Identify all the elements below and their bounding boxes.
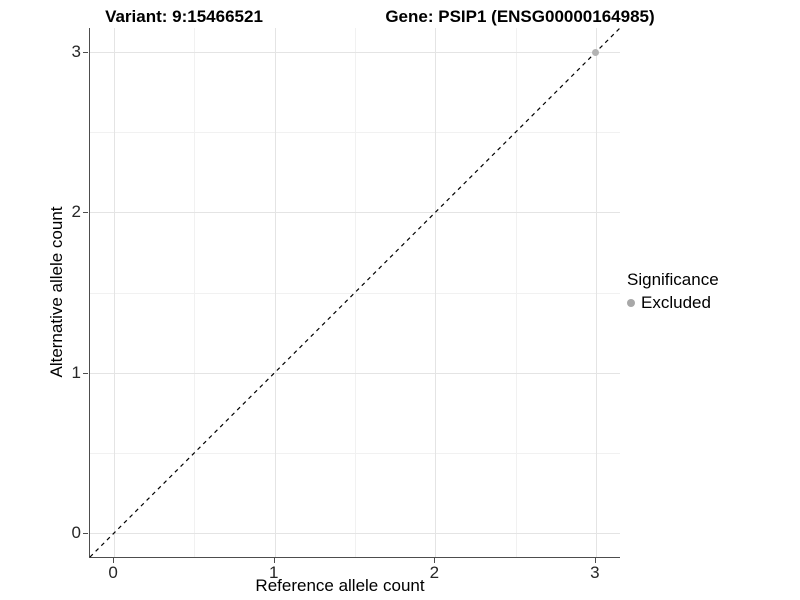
x-tick-label: 0 [108,563,118,582]
x-tick-label: 3 [590,563,600,582]
identity-reference-line [89,27,621,558]
minor-gridline-horizontal [90,452,620,454]
y-axis-title: Alternative allele count [47,206,66,378]
legend-item-excluded: Excluded [627,293,719,313]
x-tick-mark [113,558,115,563]
major-gridline-vertical [274,28,276,557]
major-gridline-horizontal [90,52,620,54]
legend-title: Significance [627,270,719,289]
y-tick-label: 3 [71,42,81,62]
legend: Significance Excluded [627,270,719,313]
legend-item-label: Excluded [641,293,711,312]
data-point-excluded [592,48,600,56]
minor-gridline-horizontal [90,292,620,294]
plot-title-gene: Gene: PSIP1 (ENSG00000164985) [385,7,655,26]
excluded-point-icon [627,299,635,307]
major-gridline-horizontal [90,212,620,214]
x-tick-mark [273,558,275,563]
major-gridline-vertical [595,28,597,557]
y-tick-mark [83,532,88,534]
x-tick-mark [594,558,596,563]
y-tick-mark [83,52,88,54]
major-gridline-horizontal [90,372,620,374]
plot-panel [89,27,621,558]
plot-title-variant: Variant: 9:15466521 [105,7,263,26]
y-tick-mark [83,372,88,374]
y-tick-mark [83,212,88,214]
x-tick-label: 1 [268,563,279,582]
major-gridline-horizontal [90,532,620,534]
x-tick-label: 2 [429,563,440,582]
y-tick-label: 1 [71,362,81,382]
y-tick-label: 2 [71,202,81,222]
x-axis-title: Reference allele count [255,576,425,595]
major-gridline-vertical [435,28,437,557]
y-tick-label: 0 [71,522,81,542]
major-gridline-vertical [114,28,116,557]
minor-gridline-horizontal [90,132,620,134]
x-tick-mark [434,558,436,563]
